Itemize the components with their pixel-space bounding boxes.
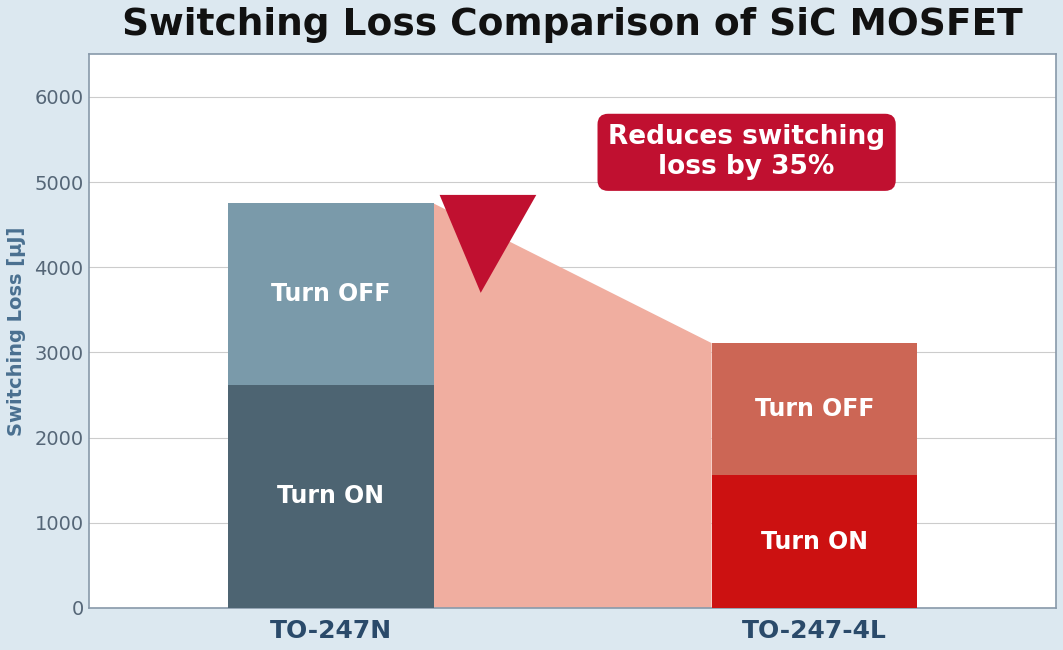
Title: Switching Loss Comparison of SiC MOSFET: Switching Loss Comparison of SiC MOSFET bbox=[122, 7, 1023, 43]
Text: Turn ON: Turn ON bbox=[277, 484, 385, 508]
Text: Turn OFF: Turn OFF bbox=[271, 282, 390, 306]
Bar bbox=[711, 343, 917, 475]
Bar bbox=[229, 203, 434, 385]
Text: Turn ON: Turn ON bbox=[761, 530, 867, 554]
Polygon shape bbox=[434, 203, 711, 608]
Y-axis label: Switching Loss [μJ]: Switching Loss [μJ] bbox=[7, 226, 26, 436]
Polygon shape bbox=[440, 195, 537, 293]
Bar bbox=[711, 475, 917, 608]
Bar bbox=[229, 385, 434, 608]
Text: Reduces switching
loss by 35%: Reduces switching loss by 35% bbox=[514, 124, 885, 283]
Text: Turn OFF: Turn OFF bbox=[755, 397, 874, 421]
